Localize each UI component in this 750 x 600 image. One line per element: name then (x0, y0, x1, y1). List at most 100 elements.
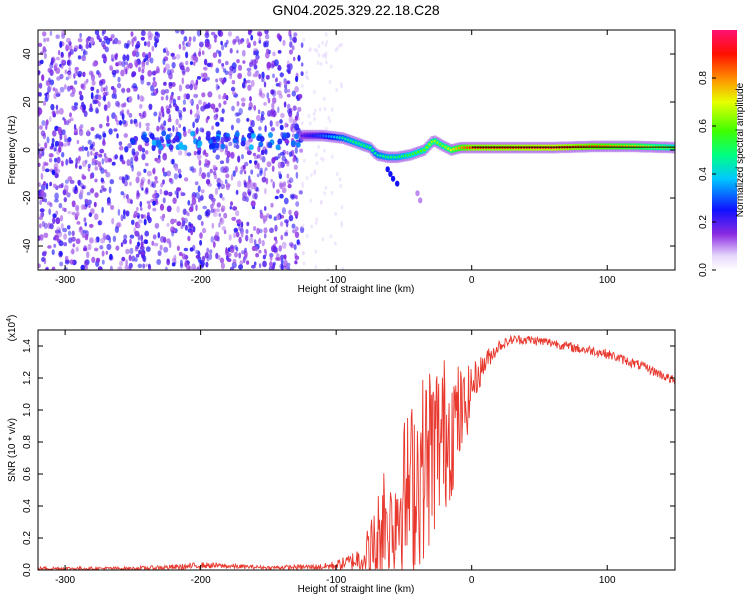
noise-cell (71, 200, 76, 208)
noise-cell (230, 124, 234, 131)
noise-cell (135, 244, 140, 250)
noise-cell (84, 259, 88, 267)
x-tick-label: 100 (599, 275, 616, 286)
noise-cell (263, 206, 267, 211)
noise-cell (52, 213, 57, 219)
noise-cell (187, 40, 192, 48)
noise-cell (38, 182, 41, 188)
noise-cell (224, 179, 228, 185)
noise-cell (178, 112, 182, 118)
noise-cell (141, 63, 145, 71)
noise-cell (254, 184, 257, 190)
noise-cell (275, 239, 278, 245)
noise-cell (191, 165, 195, 173)
noise-cell (221, 62, 225, 67)
noise-cell (118, 176, 123, 181)
noise-cell (269, 255, 273, 261)
noise-cell (60, 59, 66, 65)
noise-cell (226, 150, 231, 158)
noise-cell (284, 219, 289, 224)
noise-cell (208, 253, 213, 260)
noise-cell (183, 36, 188, 42)
noise-cell (140, 241, 144, 248)
noise-cell (296, 157, 299, 164)
noise-cell (142, 263, 146, 269)
noise-cell (218, 77, 223, 82)
noise-cell (56, 226, 61, 231)
noise-cell (71, 211, 76, 216)
track-spur (385, 166, 390, 173)
noise-cell (126, 87, 131, 93)
noise-cell (53, 157, 58, 163)
noise-cell (237, 155, 241, 163)
noise-cell (103, 104, 108, 111)
noise-cell (310, 173, 313, 177)
noise-cell (236, 117, 241, 124)
noise-cell (260, 149, 265, 156)
noise-cell (186, 211, 189, 217)
noise-cell (59, 86, 65, 93)
noise-cell (48, 84, 52, 91)
noise-cell (242, 164, 246, 170)
noise-cell (38, 162, 41, 167)
noise-cell (162, 167, 165, 173)
noise-cell (135, 60, 139, 68)
x-tick-label: -100 (326, 575, 346, 586)
noise-cell (242, 82, 246, 89)
noise-cell (305, 234, 309, 239)
noise-cell (203, 66, 208, 71)
noise-cell (145, 246, 151, 252)
noise-cell (236, 112, 241, 117)
noise-cell (45, 80, 50, 85)
noise-cell (196, 153, 202, 161)
noise-cell (63, 197, 67, 203)
noise-cell (221, 196, 225, 201)
band-blob (190, 130, 196, 137)
noise-cell (182, 107, 186, 112)
noise-cell (93, 213, 99, 221)
noise-cell (89, 103, 93, 111)
noise-cell (46, 37, 50, 42)
band-blob (240, 140, 246, 147)
noise-cell (196, 76, 202, 80)
noise-cell (206, 76, 210, 81)
noise-cell (159, 215, 164, 220)
noise-cell (148, 263, 151, 268)
noise-cell (125, 210, 130, 217)
noise-cell (151, 240, 155, 246)
noise-cell (41, 257, 45, 262)
noise-cell (279, 182, 284, 190)
noise-cell (43, 52, 47, 59)
spectrogram-y-ticks: -40 -20 0 20 40 (22, 48, 675, 253)
noise-cell (39, 200, 42, 205)
noise-cell (200, 72, 204, 79)
noise-cell (60, 53, 64, 59)
noise-cell (67, 119, 71, 124)
noise-cell (296, 239, 300, 245)
chart-title: GN04.2025.329.22.18.C28 (272, 2, 440, 18)
noise-cell (253, 40, 257, 46)
noise-cell (181, 77, 185, 85)
noise-cell (170, 218, 175, 225)
noise-cell (187, 128, 192, 134)
noise-cell (141, 153, 146, 161)
y-tick-label: 0.6 (22, 467, 33, 481)
noise-cell (213, 114, 218, 121)
noise-cell (291, 90, 296, 97)
noise-cell (114, 226, 119, 233)
noise-cell (175, 53, 181, 60)
noise-cell (125, 259, 128, 267)
noise-cell (206, 62, 212, 67)
noise-cell (294, 115, 298, 121)
noise-cell (121, 119, 127, 125)
noise-cell (51, 266, 56, 270)
track-spur (388, 171, 393, 177)
noise-cell (331, 154, 334, 159)
noise-cell (323, 191, 327, 196)
noise-cell (136, 171, 142, 177)
noise-cell (91, 80, 96, 86)
noise-cell (82, 50, 88, 56)
noise-cell (205, 261, 209, 268)
noise-cell (212, 149, 217, 153)
band-blob (174, 135, 180, 142)
